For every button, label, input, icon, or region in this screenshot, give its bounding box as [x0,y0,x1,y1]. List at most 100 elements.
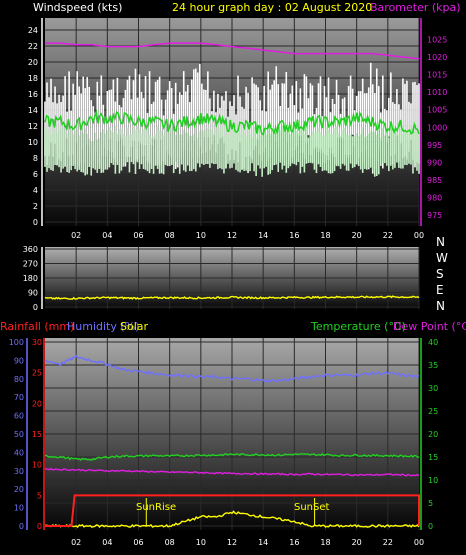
humidity-tick-label: 10 [14,504,24,513]
x-tick-label: 14 [258,538,268,547]
humidity-tick-label: 60 [14,412,24,421]
windspeed-tick-label: 16 [28,90,38,99]
windspeed-tick-label: 0 [33,218,38,227]
windspeed-tick-label: 24 [28,26,38,35]
direction-tick-labels: 0 90 180 270 360 [23,245,38,312]
rainfall-line [45,494,420,527]
humidity-tick-label: 40 [14,448,24,457]
temperature-line [44,452,420,461]
x-tick-label: 16 [289,231,299,240]
x-tick-label: 18 [320,231,330,240]
compass-label: S [436,267,444,281]
temperature-tick-label: 15 [428,453,438,462]
compass-label: W [436,251,448,265]
humidity-tick-labels: 0 10 20 30 40 50 60 70 80 90 100 [9,338,24,531]
windspeed-axis-title: Windspeed (kts) [33,1,122,14]
x-tick-label: 22 [383,231,393,240]
temperature-tick-label: 40 [428,338,438,347]
windspeed-tick-label: 6 [33,170,38,179]
humidity-tick-label: 0 [19,522,24,531]
humidity-tick-label: 80 [14,375,24,384]
x-tick-label: 18 [320,538,330,547]
humidity-tick-label: 90 [14,356,24,365]
windspeed-tick-label: 2 [33,202,38,211]
rainfall-tick-labels: 0 5 10 15 20 25 30 [32,338,42,531]
rainfall-tick-label: 15 [32,430,42,439]
humidity-line [44,354,420,383]
humidity-tick-label: 50 [14,430,24,439]
humidity-tick-label: 30 [14,467,24,476]
barometer-tick-label: 975 [427,211,442,220]
x-tick-label: 10 [196,538,206,547]
x-tick-label: 06 [133,231,143,240]
windspeed-tick-label: 10 [28,138,38,147]
temperature-tick-label: 30 [428,384,438,393]
barometer-tick-label: 1000 [427,123,447,132]
compass-label: N [436,299,445,313]
x-tick-label: 02 [71,538,81,547]
windspeed-tick-label: 14 [28,106,38,115]
rainfall-tick-label: 20 [32,399,42,408]
barometer-tick-label: 990 [427,158,442,167]
x-tick-label: 00 [414,538,424,547]
legend-humidity: Humidity (%) [67,320,139,333]
compass-label: N [436,235,445,249]
legend-dew-point: Dew Point (°C) [393,320,466,333]
direction-tick-label: 0 [33,303,38,312]
barometer-tick-label: 1025 [427,36,447,45]
barometer-tick-label: 1020 [427,53,447,62]
rainfall-tick-label: 30 [32,338,42,347]
rainfall-tick-label: 5 [37,491,42,500]
windspeed-tick-label: 18 [28,74,38,83]
windspeed-tick-label: 22 [28,42,38,51]
sunrise-label: SunRise [136,502,176,513]
rainfall-tick-label: 0 [37,522,42,531]
legend-rainfall: Rainfall (mm) [0,320,74,333]
compass-label: E [436,283,444,297]
dew-point-line [44,467,420,477]
temperature-tick-label: 25 [428,407,438,416]
temperature-tick-label: 0 [428,522,433,531]
x-tick-label: 20 [352,538,362,547]
direction-tick-label: 270 [23,260,38,269]
x-tick-label: 04 [102,538,112,547]
x-tick-label: 04 [102,231,112,240]
rainfall-tick-label: 25 [32,369,42,378]
temperature-tick-label: 5 [428,499,433,508]
wind-direction-line [44,295,420,300]
barometer-tick-labels: 975 980 985 990 995 1000 1005 1010 1015 1020 1025 [427,36,447,220]
climate-x-tick-labels: 02 04 06 08 10 12 14 16 18 20 22 00 [71,538,424,547]
x-tick-label: 20 [352,231,362,240]
mean-wind-line [44,109,420,136]
x-tick-label: 08 [165,538,175,547]
barometer-tick-label: 1010 [427,88,447,97]
legend-temperature: Temperature (°C) [310,320,406,333]
barometer-axis-title: Barometer (kpa) [370,1,461,14]
wind-marks [41,18,422,226]
x-tick-label: 00 [414,231,424,240]
temperature-tick-labels: 0 5 10 15 20 25 30 35 40 [428,338,438,531]
x-tick-label: 22 [383,538,393,547]
barometer-line [45,42,420,60]
x-tick-label: 16 [289,538,299,547]
solar-line [45,510,420,529]
direction-marks [41,247,420,309]
humidity-tick-label: 70 [14,393,24,402]
temperature-tick-label: 20 [428,430,438,439]
direction-tick-label: 90 [28,289,38,298]
climate-marks [26,338,422,530]
legend-solar: Solar [120,320,149,333]
barometer-tick-label: 1005 [427,106,447,115]
sunset-label: SunSet [294,502,330,513]
rainfall-tick-label: 10 [32,461,42,470]
x-tick-label: 10 [196,231,206,240]
chart-title: 24 hour graph day : 02 August 2020 [172,1,372,14]
barometer-tick-label: 980 [427,193,442,202]
temperature-tick-label: 35 [428,361,438,370]
windspeed-tick-label: 12 [28,122,38,131]
barometer-tick-label: 1015 [427,71,447,80]
x-tick-label: 12 [227,231,237,240]
